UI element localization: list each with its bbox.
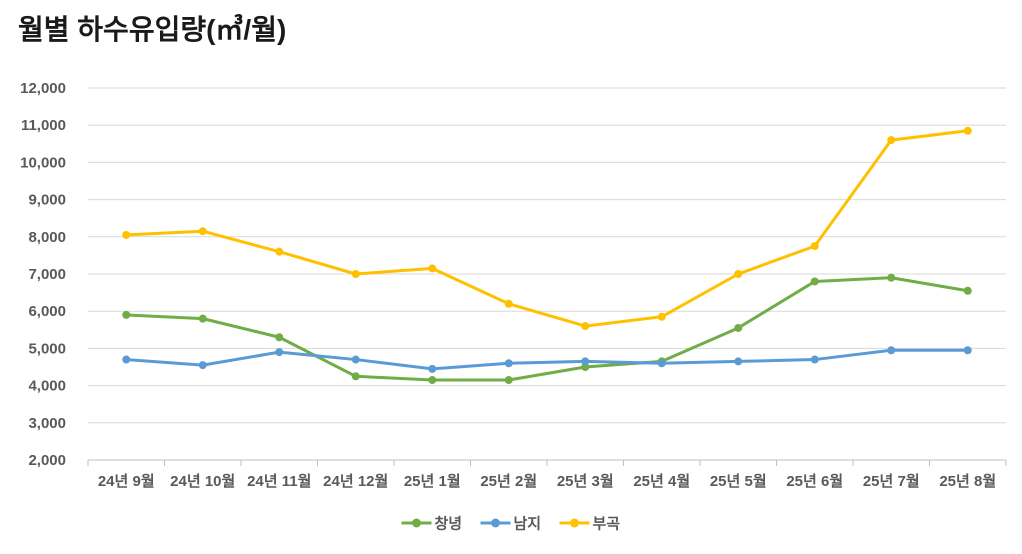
x-axis-ticks bbox=[87, 460, 1007, 466]
series-changnyeong bbox=[122, 273, 972, 385]
x-tick-label: 25년 8월 bbox=[939, 473, 996, 490]
legend-item-bugok: 부곡 bbox=[559, 516, 621, 533]
series-bugok bbox=[122, 126, 972, 331]
data-point-changnyeong bbox=[275, 333, 284, 342]
data-point-namji bbox=[275, 348, 284, 357]
series-line-changnyeong bbox=[124, 276, 970, 382]
x-tick-label: 24년 12월 bbox=[323, 473, 388, 490]
data-point-namji bbox=[504, 359, 513, 368]
y-tick-label: 7,000 bbox=[28, 266, 66, 283]
data-point-changnyeong bbox=[351, 372, 360, 381]
y-gridlines bbox=[88, 87, 1006, 461]
data-point-bugok bbox=[734, 270, 743, 278]
data-point-bugok bbox=[657, 312, 666, 321]
x-tick-label: 25년 4월 bbox=[633, 473, 690, 490]
data-point-bugok bbox=[428, 264, 437, 273]
data-point-changnyeong bbox=[887, 273, 896, 282]
chart-title: 월별 하수유입량(㎥/월) bbox=[18, 14, 287, 45]
x-tick-label: 25년 2월 bbox=[480, 473, 537, 490]
data-point-changnyeong bbox=[810, 277, 819, 286]
y-tick-label: 3,000 bbox=[28, 415, 66, 432]
data-point-changnyeong bbox=[504, 376, 513, 385]
x-tick-label: 25년 7월 bbox=[863, 473, 920, 490]
data-point-bugok bbox=[198, 227, 207, 236]
y-tick-label: 12,000 bbox=[20, 80, 66, 97]
data-point-bugok bbox=[351, 270, 360, 278]
legend-label-namji: 남지 bbox=[514, 516, 542, 533]
data-point-namji bbox=[963, 346, 972, 355]
data-point-bugok bbox=[963, 126, 972, 135]
data-point-changnyeong bbox=[198, 314, 207, 323]
series-line-namji bbox=[124, 348, 970, 371]
legend-marker-dot-namji bbox=[491, 518, 500, 528]
data-point-bugok bbox=[810, 242, 819, 251]
data-point-bugok bbox=[581, 322, 590, 331]
data-point-changnyeong bbox=[581, 363, 590, 371]
data-point-namji bbox=[581, 357, 590, 366]
legend-item-changnyeong: 창녕 bbox=[401, 516, 463, 533]
x-tick-label: 25년 1월 bbox=[404, 473, 461, 490]
x-tick-label: 25년 3월 bbox=[557, 473, 614, 490]
data-point-namji bbox=[810, 355, 819, 364]
data-point-changnyeong bbox=[734, 323, 743, 332]
data-point-changnyeong bbox=[963, 286, 972, 295]
x-tick-label: 24년 9월 bbox=[98, 473, 155, 490]
y-tick-label: 9,000 bbox=[28, 192, 66, 209]
data-point-changnyeong bbox=[428, 376, 437, 385]
data-point-bugok bbox=[275, 247, 284, 256]
data-point-namji bbox=[198, 361, 207, 370]
data-point-namji bbox=[351, 355, 360, 364]
y-tick-label: 5,000 bbox=[28, 340, 66, 357]
legend-label-changnyeong: 창녕 bbox=[435, 516, 463, 533]
x-tick-label: 24년 10월 bbox=[170, 473, 235, 490]
y-tick-label: 2,000 bbox=[28, 452, 66, 469]
data-point-namji bbox=[122, 355, 131, 364]
series-namji bbox=[122, 346, 972, 373]
x-tick-label: 25년 5월 bbox=[710, 473, 767, 490]
y-tick-label: 10,000 bbox=[20, 154, 66, 171]
data-point-namji bbox=[887, 346, 896, 355]
data-point-namji bbox=[734, 357, 743, 366]
y-axis-labels: 2,000 3,000 4,000 5,000 6,000 7,000 8,000 9,000… bbox=[20, 80, 66, 469]
data-point-changnyeong bbox=[122, 310, 131, 319]
series-line-bugok bbox=[124, 129, 970, 328]
data-point-bugok bbox=[504, 299, 513, 308]
legend: 창녕 남지 부곡 bbox=[401, 516, 621, 533]
legend-marker-dot-bugok bbox=[570, 518, 579, 528]
y-tick-label: 6,000 bbox=[28, 303, 66, 320]
y-tick-label: 8,000 bbox=[28, 229, 66, 246]
data-point-bugok bbox=[122, 230, 131, 239]
x-axis-labels: 24년 9월 24년 10월 24년 11월 24년 12월 25년 1월 25년 2월 2… bbox=[98, 473, 996, 490]
data-point-bugok bbox=[887, 136, 896, 145]
legend-marker-dot-changnyeong bbox=[412, 518, 421, 528]
data-point-namji bbox=[428, 364, 437, 373]
y-tick-label: 4,000 bbox=[28, 378, 66, 395]
x-tick-label: 24년 11월 bbox=[247, 473, 311, 490]
legend-label-bugok: 부곡 bbox=[593, 516, 621, 533]
data-point-namji bbox=[657, 359, 666, 368]
legend-item-namji: 남지 bbox=[480, 516, 542, 533]
x-tick-label: 25년 6월 bbox=[786, 473, 843, 490]
y-tick-label: 11,000 bbox=[21, 117, 66, 134]
